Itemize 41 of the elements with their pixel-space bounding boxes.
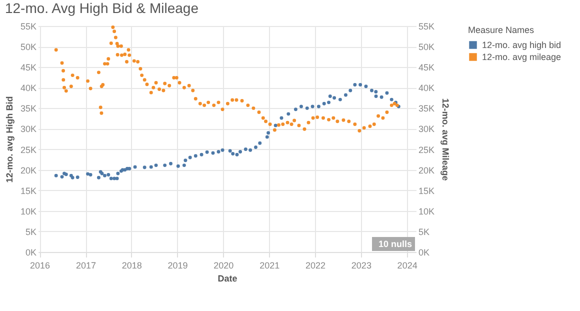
y-tick-label: 40K	[20, 83, 36, 94]
y2-tick-label: 30K	[418, 124, 435, 134]
y-tick-label: 30K	[20, 124, 36, 134]
y2-tick-label: 45K	[418, 62, 435, 73]
y2-axis-title: 12-mo. avg Mileage	[440, 98, 451, 181]
y2-tick-label: 55K	[418, 22, 435, 32]
x-tick-label: 2023	[351, 260, 372, 270]
y-axis-title: 12-mo. avg High Bid	[4, 96, 14, 183]
legend-label: 12-mo. avg high bid	[482, 40, 562, 50]
y2-tick-label: 40K	[418, 83, 435, 94]
y-tick-label: 5K	[25, 226, 36, 237]
legend-label: 12-mo. avg mileage	[482, 52, 562, 62]
y-tick-label: 25K	[20, 144, 36, 155]
y-tick-label: 55K	[20, 22, 36, 32]
annotation: 10 nulls	[378, 239, 412, 249]
x-tick-label: 2021	[260, 260, 280, 270]
x-axis-title: Date	[218, 274, 238, 284]
y-tick-label: 50K	[20, 42, 36, 52]
y2-tick-label: 10K	[418, 206, 435, 216]
x-tick-label: 2022	[306, 260, 326, 270]
y-tick-label: 15K	[20, 186, 36, 196]
y-tick-label: 35K	[20, 104, 36, 114]
y2-tick-label: 50K	[418, 42, 435, 52]
y2-tick-label: 35K	[418, 104, 435, 114]
y2-tick-label: 25K	[418, 144, 435, 155]
y-tick-label: 45K	[20, 62, 36, 73]
chart-title: 12-mo. Avg High Bid & Mileage	[4, 0, 199, 16]
y2-tick-label: 0K	[418, 248, 430, 258]
y-tick-label: 0K	[25, 248, 36, 258]
y2-tick-label: 5K	[418, 226, 430, 237]
x-tick-label: 2019	[168, 260, 188, 270]
legend-title: Measure Names	[468, 25, 535, 35]
y-tick-label: 10K	[20, 206, 36, 216]
x-tick-label: 2016	[30, 260, 50, 270]
x-tick-label: 2018	[122, 260, 142, 270]
y2-tick-label: 20K	[418, 165, 435, 176]
x-tick-label: 2020	[214, 260, 234, 270]
x-tick-label: 2024	[397, 260, 418, 270]
x-tick-label: 2017	[76, 260, 96, 270]
y-tick-label: 20K	[20, 165, 36, 176]
y2-tick-label: 15K	[418, 186, 435, 196]
